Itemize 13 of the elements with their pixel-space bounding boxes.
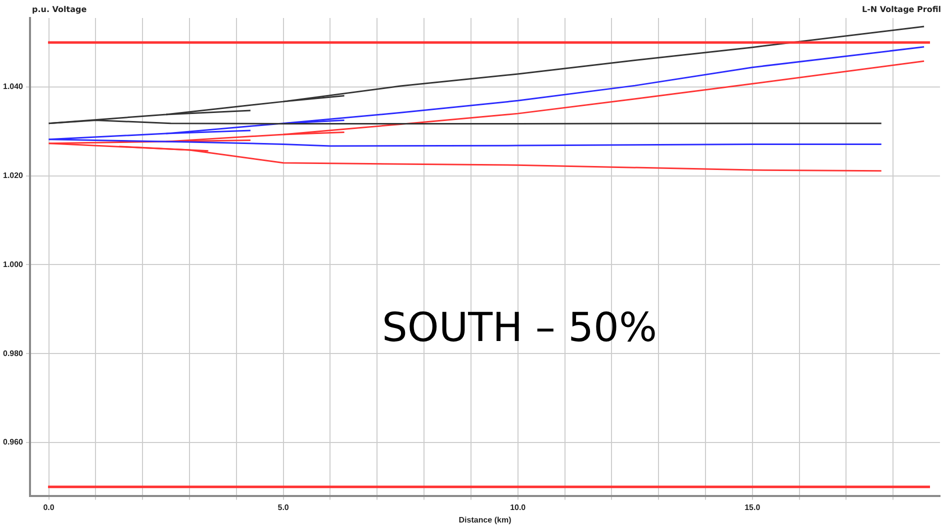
y-axis-title: p.u. Voltage (32, 5, 87, 14)
x-tick-label: 15.0 (744, 502, 761, 512)
annotation: SOUTH – 50% (382, 305, 657, 351)
x-tick-label: 5.0 (278, 502, 290, 512)
y-tick-label: 0.960 (2, 438, 24, 447)
y-tick-label: 1.020 (2, 170, 24, 180)
y-tick-label: 1.000 (2, 260, 24, 269)
x-tick-label: 10.0 (510, 502, 526, 512)
y-tick-label: 0.980 (2, 348, 24, 358)
y-tick-label: 1.040 (2, 82, 24, 92)
x-tick-label: 0.0 (43, 502, 55, 512)
x-axis-title: Distance (km) (458, 515, 512, 524)
chart-title: L-N Voltage Profil (862, 5, 941, 14)
